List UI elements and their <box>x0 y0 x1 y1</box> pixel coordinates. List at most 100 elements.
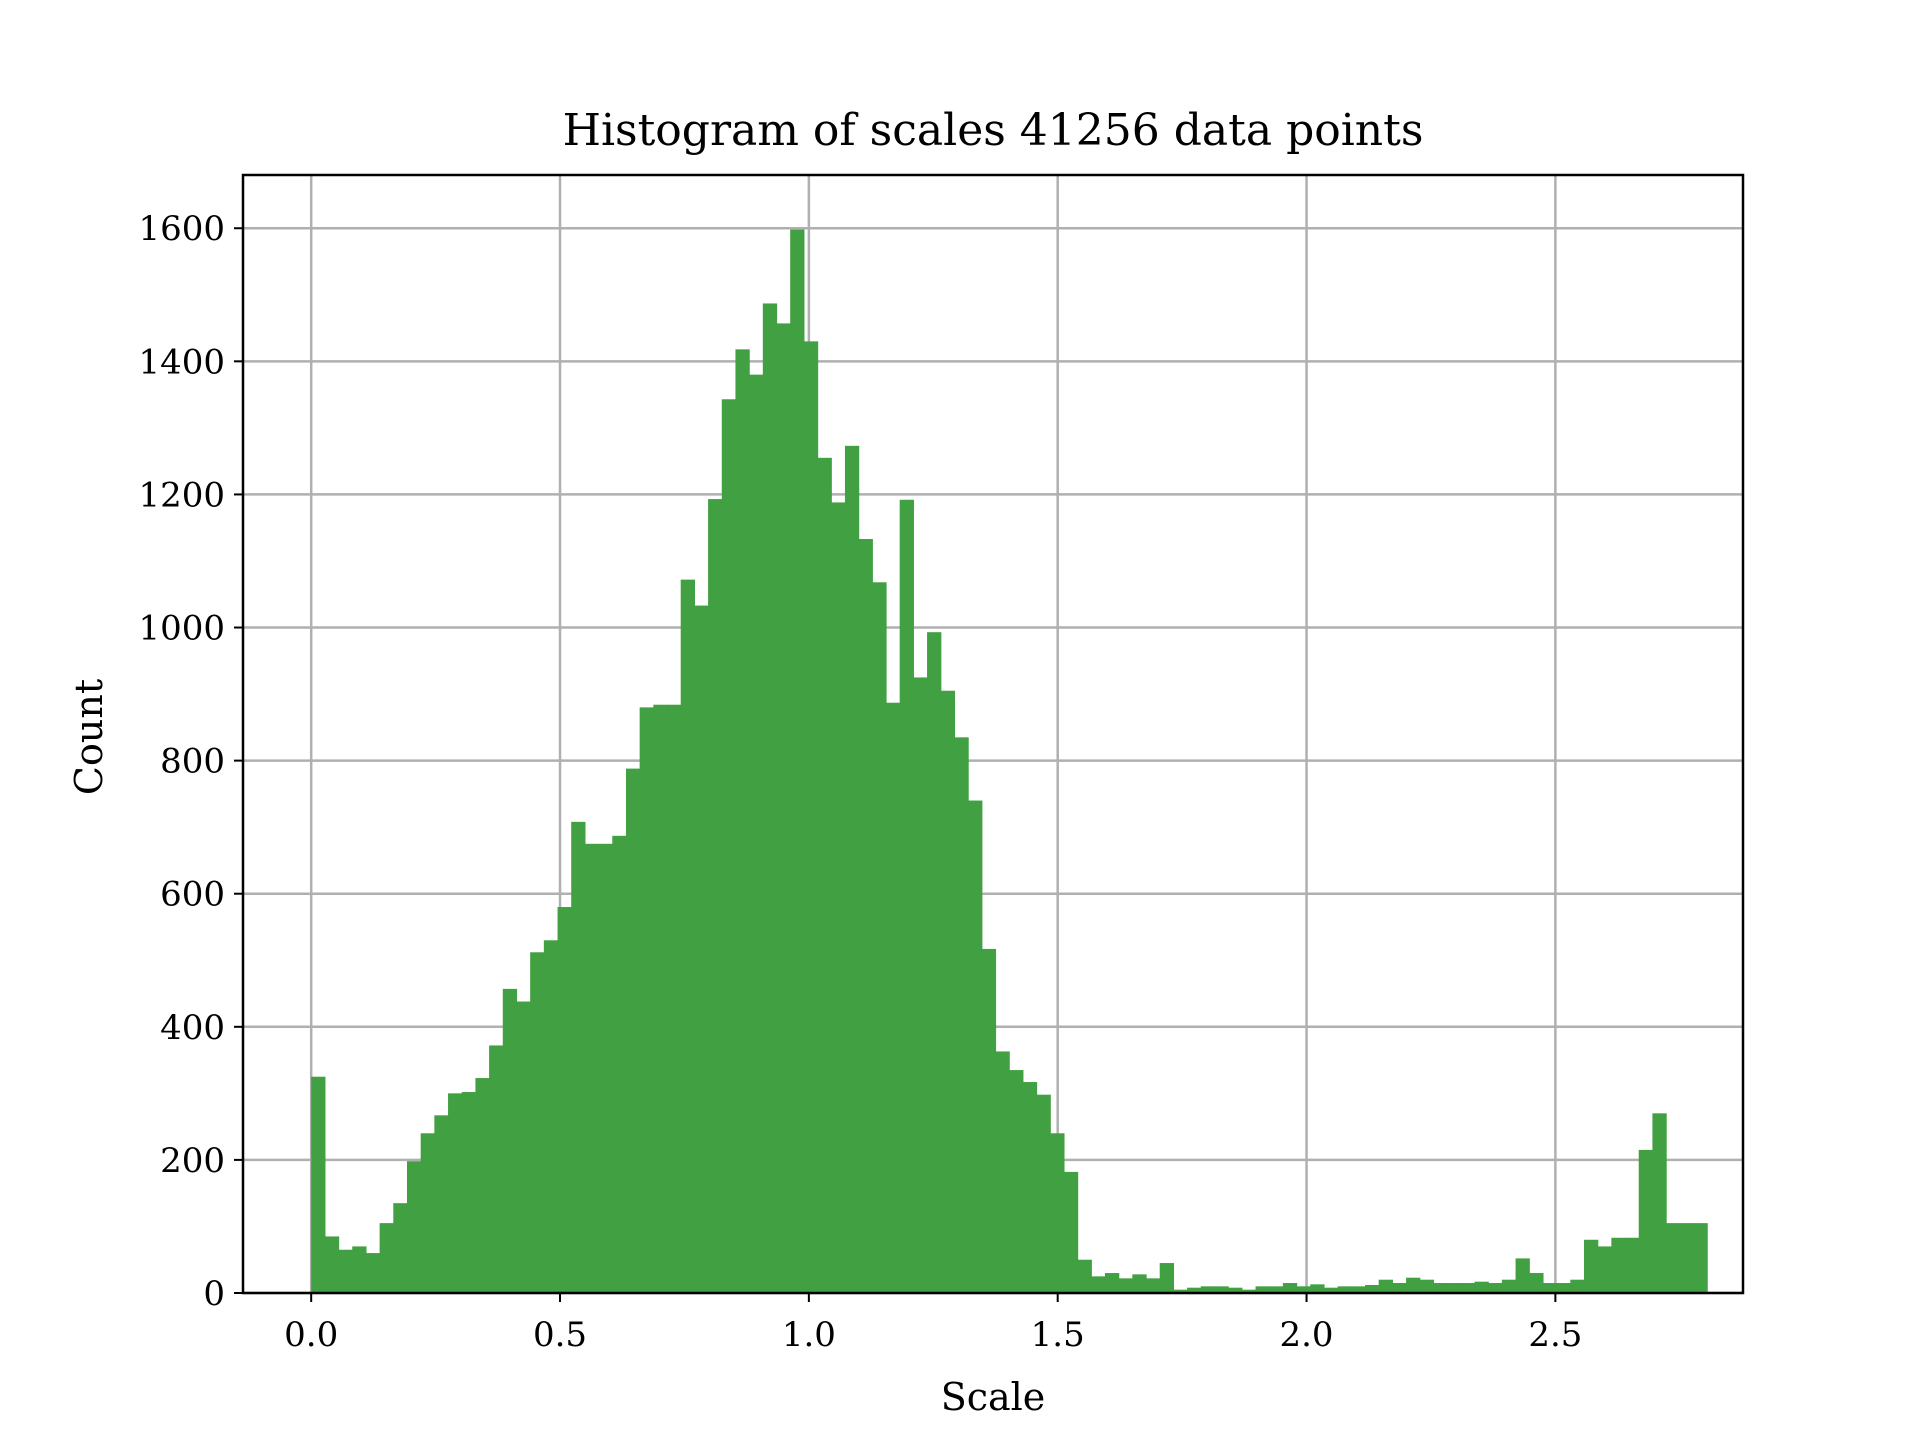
histogram-bar <box>1296 1286 1311 1293</box>
histogram-bar <box>1583 1239 1599 1293</box>
histogram-bar <box>858 539 873 1293</box>
histogram-bar <box>1556 1283 1571 1293</box>
x-tick-label: 1.5 <box>1031 1315 1085 1355</box>
histogram-bar <box>1323 1287 1339 1293</box>
histogram-bar <box>1282 1283 1298 1293</box>
grid-lines <box>243 175 1743 1295</box>
histogram-bar <box>1460 1283 1476 1293</box>
histogram-bar <box>735 349 750 1294</box>
histogram-bar <box>434 1115 449 1293</box>
histogram-bar <box>1474 1281 1489 1293</box>
histogram-bar <box>981 948 997 1293</box>
histogram-bar <box>1241 1289 1257 1293</box>
histogram-bar <box>1036 1094 1051 1293</box>
y-tick-label: 0 <box>203 1274 225 1314</box>
histogram-bar <box>762 303 778 1293</box>
histogram-bar <box>1597 1246 1612 1293</box>
histogram-bar <box>1529 1273 1544 1293</box>
histogram-bar <box>475 1078 490 1293</box>
histogram-bar <box>954 737 969 1293</box>
y-tick-label: 600 <box>160 875 225 915</box>
histogram-bar <box>1214 1286 1229 1293</box>
histogram-bar <box>598 843 613 1293</box>
histogram-bar <box>625 768 641 1293</box>
histogram-bar <box>379 1223 394 1293</box>
y-tick-label: 200 <box>160 1141 225 1181</box>
x-tick-label: 2.0 <box>1279 1315 1333 1355</box>
histogram-bar <box>844 445 860 1293</box>
histogram-bar <box>1228 1287 1243 1293</box>
histogram-bar <box>667 704 682 1293</box>
x-tick-label: 0.5 <box>533 1315 587 1355</box>
histogram-bar <box>1488 1283 1503 1293</box>
plot-frame <box>241 173 1745 1295</box>
histogram-bar <box>1077 1259 1092 1293</box>
histogram-bar <box>1104 1273 1120 1293</box>
histogram-bar <box>817 457 832 1293</box>
histogram-bar <box>940 690 956 1293</box>
histogram-bar <box>776 323 791 1293</box>
histogram-bar <box>1652 1113 1667 1293</box>
histogram-bar <box>1200 1286 1216 1293</box>
histogram-bar <box>1009 1070 1024 1293</box>
histogram-bar <box>502 988 518 1293</box>
histogram-bar <box>831 502 846 1293</box>
histogram-bar <box>1022 1082 1038 1293</box>
histogram-bar <box>708 499 723 1293</box>
x-tick-label: 2.5 <box>1528 1315 1582 1355</box>
histogram-bar <box>557 907 572 1293</box>
histogram-bar <box>1638 1149 1654 1293</box>
histogram-bar <box>1173 1289 1188 1293</box>
histogram-bar <box>420 1133 435 1293</box>
histogram-bar <box>543 940 559 1293</box>
y-tick-label: 400 <box>160 1008 225 1048</box>
histogram-bar <box>1611 1237 1626 1293</box>
y-tick-label: 1600 <box>138 209 225 249</box>
histogram-bar <box>1625 1237 1640 1293</box>
y-tick-label: 800 <box>160 742 225 782</box>
histogram-bar <box>721 399 737 1293</box>
histogram-bar <box>1406 1277 1421 1293</box>
histogram-bar <box>885 702 901 1293</box>
histogram-bars <box>311 229 1708 1294</box>
histogram-bar <box>1050 1133 1065 1293</box>
histogram-bar <box>913 677 928 1293</box>
histogram-bar <box>530 952 545 1293</box>
histogram-bar <box>653 704 668 1293</box>
histogram-bar <box>1132 1274 1147 1293</box>
histogram-bar <box>516 1001 531 1293</box>
histogram-bar <box>1542 1283 1558 1293</box>
histogram-bar <box>694 605 709 1293</box>
y-tick-label: 1000 <box>138 609 225 649</box>
histogram-bar <box>899 499 914 1293</box>
histogram-bar <box>1392 1283 1407 1293</box>
histogram-bar <box>612 835 627 1293</box>
histogram-bar <box>352 1246 367 1293</box>
histogram-bar <box>365 1253 381 1293</box>
histogram-bar <box>1447 1283 1462 1293</box>
histogram-bar <box>968 800 983 1293</box>
histogram-bar <box>639 707 654 1293</box>
histogram-bar <box>1365 1285 1380 1293</box>
histogram-bar <box>1666 1223 1681 1293</box>
histogram-bar <box>1419 1279 1435 1293</box>
histogram-bar <box>1570 1279 1585 1293</box>
chart-title: Histogram of scales 41256 data points <box>563 105 1424 156</box>
histogram-bar <box>803 341 819 1294</box>
histogram-bar <box>1269 1286 1284 1293</box>
histogram-bar <box>1337 1286 1352 1293</box>
histogram-bar <box>311 1076 326 1293</box>
histogram-bar <box>790 229 805 1293</box>
histogram-bar <box>749 374 764 1294</box>
histogram-bar <box>393 1203 408 1293</box>
y-tick-label: 1200 <box>138 475 225 515</box>
histogram-bar <box>680 579 695 1293</box>
histogram-bar <box>872 582 887 1293</box>
histogram-bar <box>1501 1279 1517 1293</box>
x-axis-label: Scale <box>941 1375 1046 1419</box>
histogram-bar <box>571 821 586 1293</box>
histogram-bar <box>927 632 942 1293</box>
x-tick-label: 1.0 <box>782 1315 836 1355</box>
